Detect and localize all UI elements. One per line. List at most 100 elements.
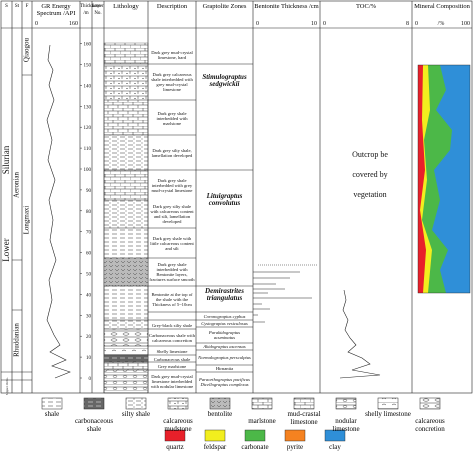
graptolite-zone: Demirastrites triangulatus — [205, 286, 244, 302]
description: Dark grey silty shale, lamellation devel… — [151, 148, 193, 158]
mineral-swatch — [204, 429, 226, 442]
toc-curve — [339, 289, 381, 379]
series-label: Upper Ordo. — [5, 377, 9, 395]
column-header: TOC/% — [355, 3, 377, 10]
description: Grey marlstone — [157, 364, 187, 369]
graptolite-zone: Cystograptus vesiculosus — [201, 321, 248, 326]
thickness-tick-label: 160 — [84, 43, 92, 48]
column-header: Mineral Composition — [414, 3, 470, 10]
column-header: Bentonite Thickness /cm — [254, 3, 319, 10]
legend-swatch — [167, 397, 189, 410]
column-header: F — [25, 4, 29, 9]
series-label: Lower — [1, 238, 11, 262]
description: Dark grey shale interbedded with marlsto… — [156, 110, 188, 126]
description: Grey-black silty shale — [151, 322, 193, 328]
system-label: Silurian — [1, 145, 11, 174]
thickness-tick-label: 10 — [86, 356, 92, 361]
description: Carbonaceous shale with calcareous concr… — [149, 332, 195, 343]
description: Dark grey silty shale with calcareous co… — [150, 204, 194, 224]
formation-label: Qiaogou — [23, 37, 31, 62]
thickness-tick-label: 30 — [86, 314, 92, 319]
column-header: St — [14, 4, 20, 9]
graptolite-zone: Hirnantia — [215, 366, 234, 371]
legend-swatch — [419, 397, 441, 410]
legend-label: mud-crastal limestone — [287, 410, 321, 426]
bentonite-lines — [253, 264, 318, 323]
column-header: Graptolite Zones — [202, 3, 247, 10]
graptolite-zone: Coronograptus cyphus — [203, 313, 246, 319]
scale-label: 0 — [415, 21, 418, 27]
legend-label: pyrite — [286, 443, 304, 451]
legend-label: marlstone — [248, 417, 276, 425]
annotation: Outcrop be covered by vegetation — [352, 150, 388, 199]
gr-curve — [46, 44, 71, 379]
legend-swatch — [209, 397, 231, 410]
lithology-layer — [103, 227, 149, 259]
lithology-layer — [103, 134, 149, 171]
legend-label: calcareous concretion — [415, 417, 445, 433]
thickness-tick-label: 20 — [86, 335, 92, 340]
description: Bentonite at the top of the shale with t… — [151, 291, 193, 307]
description: Dark grey mud-crystal limestone, hard — [151, 50, 193, 60]
thickness-tick-label: 0 — [89, 377, 92, 382]
description: Dark grey calcareous shale interbedded w… — [151, 72, 193, 92]
scale-label: 100 — [461, 21, 470, 27]
legend-label: clay — [329, 443, 341, 451]
legend-label: silty shale — [121, 410, 151, 418]
legend-swatch — [41, 397, 63, 410]
lithology-layer — [103, 369, 149, 394]
legend-label: bentolite — [207, 410, 233, 418]
lithology-layer — [103, 199, 149, 229]
legend-label: carbonaceous shale — [74, 417, 114, 433]
thickness-tick-label: 50 — [86, 273, 92, 278]
thickness-tick-label: 90 — [86, 189, 92, 194]
stage-label: Rhuddanian — [13, 323, 21, 357]
column-header: S — [5, 4, 8, 9]
scale-label: 10 — [311, 21, 317, 27]
lithology-layer — [103, 354, 149, 363]
column-header: GR Energy Spectrum /API — [36, 3, 76, 17]
legend-swatch — [377, 397, 399, 410]
graptolite-zone: Lituigraptus convolutus — [206, 191, 243, 207]
lithology-layer — [103, 169, 149, 201]
description: Dark grey shale interbedded with grey mu… — [151, 177, 193, 193]
legend-swatch — [125, 397, 147, 410]
thickness-tick-label: 110 — [84, 147, 92, 152]
mineral-swatch — [244, 429, 266, 442]
lithology-layer — [103, 345, 149, 356]
legend-label: calcareous mudstone — [163, 417, 193, 433]
thickness-tick-label: 120 — [84, 126, 92, 131]
lithology-layer — [103, 361, 149, 371]
graptolite-zone: Stimulograptus sedgwickii — [202, 72, 247, 88]
legend-label: quartz — [166, 443, 184, 451]
thickness-tick-label: 130 — [84, 105, 92, 110]
graptolite-zone: Parakidograptus acuminatus — [208, 330, 241, 340]
lithology-layer — [103, 99, 149, 136]
thickness-tick-label: 60 — [86, 252, 92, 257]
thickness-tick-label: 140 — [84, 84, 92, 89]
mineral-swatch — [324, 429, 346, 442]
legend-label: shelly limestone — [365, 410, 411, 418]
stage-label: Aeronian — [13, 171, 21, 198]
description: Dark grey shale with little calcareous c… — [150, 235, 194, 251]
lithology-layer — [103, 63, 149, 101]
scale-label: 8 — [406, 21, 409, 27]
formation-label: Longmaxi — [23, 206, 31, 235]
graptolite-zone: Paraorthograptus pacificus Dicellograptu… — [199, 377, 250, 387]
graptolite-zone: Normalograptus persculptus — [198, 355, 251, 360]
legend-label: nodular limestone — [332, 417, 360, 433]
lithology-layer — [103, 257, 149, 287]
mineral-swatch — [164, 429, 186, 442]
thickness-tick-label: 40 — [86, 293, 92, 298]
graptolite-zone: Akidograptus ascensus — [203, 344, 246, 349]
legend-swatch — [251, 397, 273, 410]
lithology-layer — [103, 285, 149, 321]
mineral-swatch — [284, 429, 306, 442]
column-header: Thickness /m — [80, 4, 101, 16]
lithology-layer — [103, 319, 149, 330]
thickness-tick-label: 100 — [84, 168, 92, 173]
legend-label: feldspar — [203, 443, 227, 451]
column-header: Lithology — [113, 3, 139, 10]
